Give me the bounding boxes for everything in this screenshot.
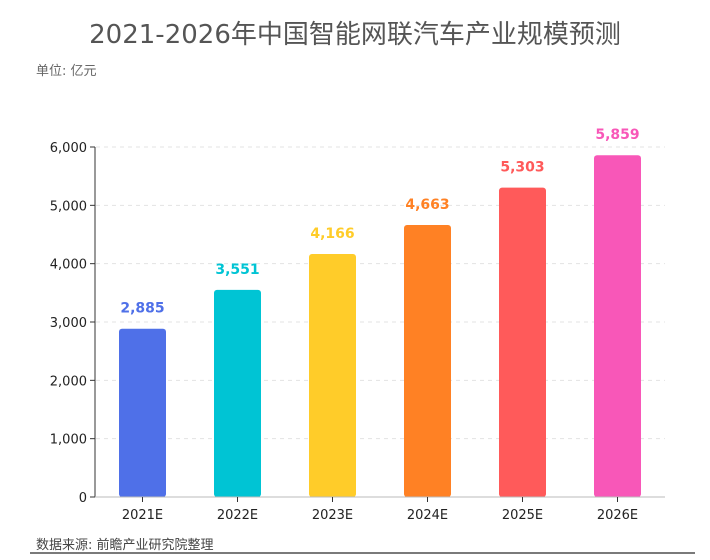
value-labels: 2,885 3,551 4,166 4,663 5,303 5,859 (120, 127, 639, 316)
x-axis: 2021E 2022E 2023E 2024E 2025E 2026E (95, 496, 665, 523)
y-tick-label: 0 (79, 491, 87, 506)
bar-2022E (214, 289, 261, 497)
y-tick-label: 4,000 (50, 258, 87, 273)
y-axis: 0 1,000 2,000 3,000 4,000 5,000 6,000 (50, 141, 96, 506)
x-tick-label-2023E: 2023E (312, 508, 353, 523)
x-tick-label-2021E: 2021E (122, 508, 163, 523)
y-tick-label: 3,000 (50, 316, 87, 331)
x-tick-label-2026E: 2026E (597, 508, 638, 523)
bar-2021E (119, 328, 166, 497)
value-label-2024E: 4,663 (405, 197, 449, 213)
value-label-2026E: 5,859 (595, 127, 639, 143)
y-tick-label: 2,000 (50, 374, 87, 389)
bars (119, 155, 641, 498)
x-tick-label-2022E: 2022E (217, 508, 258, 523)
y-tick-label: 6,000 (50, 141, 87, 156)
bar-2026E (594, 155, 641, 497)
chart-title: 2021-2026年中国智能网联汽车产业规模预测 (89, 20, 621, 50)
value-label-2023E: 4,166 (310, 226, 354, 242)
y-tick-label: 1,000 (50, 433, 87, 448)
bar-2024E (404, 224, 451, 497)
y-tick-label: 5,000 (50, 199, 87, 214)
value-label-2022E: 3,551 (215, 262, 259, 278)
value-label-2021E: 2,885 (120, 301, 164, 317)
value-label-2025E: 5,303 (500, 160, 544, 176)
source-label: 数据来源: 前瞻产业研究院整理 (36, 538, 214, 553)
bar-2023E (309, 253, 356, 497)
x-tick-label-2025E: 2025E (502, 508, 543, 523)
bar-chart: 0 1,000 2,000 3,000 4,000 5,000 6,000 2,885 3,5… (50, 127, 665, 523)
grid-lines (96, 146, 665, 440)
x-tick-label-2024E: 2024E (407, 508, 448, 523)
unit-label: 单位: 亿元 (36, 64, 97, 79)
bar-2025E (499, 187, 546, 498)
bottom-divider (30, 552, 695, 554)
